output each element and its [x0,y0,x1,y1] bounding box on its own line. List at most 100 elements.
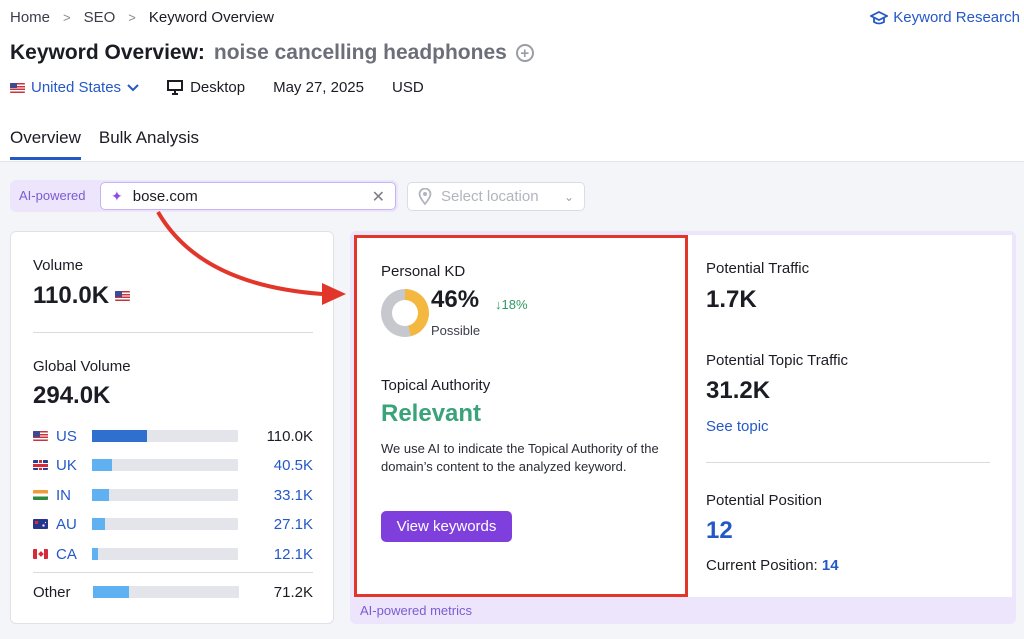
us-flag-icon [115,291,131,301]
other-volume: 71.2K [273,583,313,601]
global-volume-value: 294.0K [33,382,111,409]
kd-trend: ↓18% [495,297,528,312]
page-title-prefix: Keyword Overview: [10,41,205,64]
device-indicator: Desktop [167,79,245,96]
chevron-right-icon: > [63,10,71,25]
ai-powered-metrics-label: AI-powered metrics [360,603,472,618]
country-code[interactable]: AU [56,515,77,533]
tab-overview[interactable]: Overview [10,128,81,160]
sparkle-icon: ✦ [111,187,123,204]
breadcrumb: Home > SEO > Keyword Overview [10,9,274,26]
country-row-uk: UK 40.5K [33,455,313,475]
currency-label: USD [392,79,424,96]
country-row-other: Other 71.2K [33,582,313,602]
us-flag-icon [10,82,25,93]
database-meta: United States Desktop May 27, 2025 USD [10,79,424,96]
country-volume: 110.0K [266,427,313,445]
volume-share-bar [92,430,238,442]
clear-icon[interactable]: ✕ [371,189,385,206]
keyword-research-link[interactable]: Keyword Research [870,9,1020,26]
us-flag-icon [33,431,48,441]
volume-share-fill [92,489,109,501]
country-selector[interactable]: United States [10,79,139,96]
header: Home > SEO > Keyword Overview Keyword Re… [0,0,1024,162]
ai-domain-bar: AI-powered ✦ ✕ [10,180,398,212]
personal-kd-card: Personal KD 46% ↓18% Possible Topical Au… [354,235,688,597]
see-topic-link[interactable]: See topic [706,418,769,435]
potential-topic-traffic-label: Potential Topic Traffic [706,352,849,369]
volume-share-fill [92,548,98,560]
volume-share-bar [92,518,238,530]
desktop-icon [167,80,184,95]
uk-flag-icon [33,460,48,470]
global-volume-label: Global Volume [33,358,131,375]
topical-authority-label: Topical Authority [381,377,491,394]
country-volume[interactable]: 27.1K [273,515,313,533]
au-flag-icon [33,519,48,529]
breadcrumb-current: Keyword Overview [148,9,274,26]
divider [706,462,990,463]
ai-powered-tag: AI-powered [19,188,86,203]
country-label: United States [31,79,122,96]
volume-share-bar [93,586,239,598]
country-row-au: AU 27.1K [33,514,313,534]
ca-flag-icon [33,549,48,559]
breadcrumb-home[interactable]: Home [10,9,51,26]
divider [33,572,313,573]
domain-input[interactable] [132,187,353,205]
volume-share-bar [92,489,238,501]
tab-bulk-analysis[interactable]: Bulk Analysis [98,128,200,147]
potential-traffic-value: 1.7K [706,286,757,313]
topical-authority-description: We use AI to indicate the Topical Author… [381,441,659,474]
country-volume[interactable]: 12.1K [273,545,313,563]
country-code[interactable]: UK [56,456,77,474]
personal-kd-label: Personal KD [381,263,466,280]
country-code[interactable]: CA [56,545,77,563]
chevron-down-icon [127,83,139,91]
add-keyword-icon[interactable]: + [515,44,534,62]
traffic-card: Potential Traffic 1.7K Potential Topic T… [688,235,1012,597]
page-title: Keyword Overview: noise cancelling headp… [10,41,534,65]
domain-field[interactable]: ✦ ✕ [100,182,396,210]
potential-position-value: 12 [706,517,733,544]
country-volume[interactable]: 33.1K [273,486,313,504]
potential-topic-traffic-value: 31.2K [706,377,771,404]
ai-metrics-panel: Personal KD 46% ↓18% Possible Topical Au… [350,231,1016,624]
graduation-cap-icon [870,10,889,24]
country-row-in: IN 33.1K [33,485,313,505]
device-label: Desktop [190,79,246,96]
current-position-label: Current Position: [706,557,818,574]
potential-traffic-label: Potential Traffic [706,260,810,277]
kd-donut-icon [381,289,429,337]
volume-card: Volume 110.0K Global Volume 294.0K US 11… [10,231,334,624]
volume-share-fill [93,586,129,598]
location-pin-icon [418,188,432,205]
location-select[interactable]: Select location ⌄ [407,182,585,211]
current-position-value[interactable]: 14 [821,557,839,574]
volume-value: 110.0K [33,282,110,309]
other-label: Other [33,583,71,601]
volume-share-bar [92,548,238,560]
tab-bar: Overview Bulk Analysis [10,128,217,160]
country-row-us: US 110.0K [33,426,313,446]
country-volume[interactable]: 40.5K [273,456,313,474]
topical-authority-value: Relevant [381,400,482,427]
date-label: May 27, 2025 [273,79,364,96]
country-row-ca: CA 12.1K [33,544,313,564]
volume-share-fill [92,430,147,442]
volume-label: Volume [33,257,84,274]
country-code[interactable]: IN [56,486,71,504]
country-code[interactable]: US [56,427,77,445]
kd-level: Possible [431,323,481,338]
personal-kd-value: 46% [431,286,480,313]
in-flag-icon [33,490,48,500]
volume-share-fill [92,459,113,471]
volume-value-row: 110.0K [33,282,131,310]
volume-share-fill [92,518,106,530]
location-placeholder: Select location [441,188,539,205]
chevron-down-icon: ⌄ [563,189,574,204]
divider [33,332,313,333]
breadcrumb-seo[interactable]: SEO [83,9,116,26]
view-keywords-button[interactable]: View keywords [381,511,512,542]
page-title-keyword: noise cancelling headphones [213,41,507,64]
